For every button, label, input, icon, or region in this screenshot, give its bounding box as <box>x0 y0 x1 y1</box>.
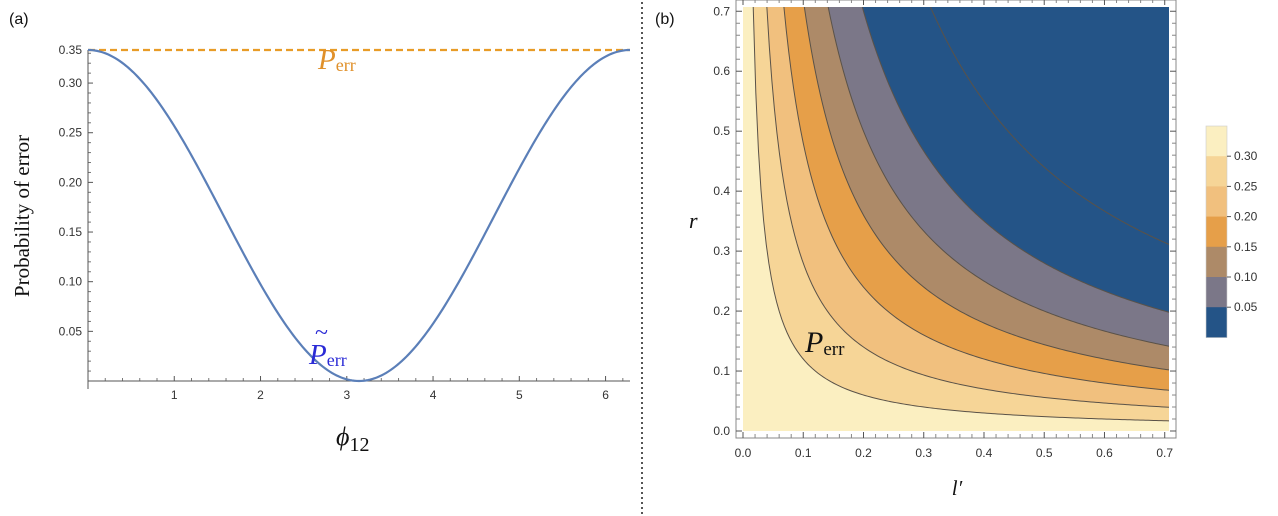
chart-b-legend-swatch <box>1206 246 1227 278</box>
chart-a-annotation-perr-tilde-sub: err <box>327 350 347 370</box>
chart-a-ytick-label: 0.15 <box>59 225 83 239</box>
chart-b-frame <box>735 0 1177 439</box>
chart-b-legend-swatch <box>1206 126 1227 157</box>
chart-b-xtick-label: 0.1 <box>795 446 812 460</box>
chart-a-ytick-label: 0.20 <box>59 175 83 189</box>
chart-a-ylabel: Probability of error <box>10 135 34 297</box>
chart-a-annotation-perr: Perr <box>317 44 356 76</box>
chart-b-legend-swatch <box>1206 186 1227 218</box>
chart-a-annotation-perr-tilde: Perr <box>308 339 347 371</box>
chart-b-annotation-perr: Perr <box>804 326 845 360</box>
chart-b-legend-label: 0.05 <box>1234 300 1258 314</box>
chart-b-xtick-label: 0.2 <box>855 446 872 460</box>
chart-b-annotation-perr-main: P <box>804 326 823 359</box>
chart-b-ytick-label: 0.4 <box>713 184 730 198</box>
chart-b: 0.0 0.1 0.2 0.3 0.4 0.5 0.6 0.7 0.0 0.1 0.2 0.3 0.4 0… <box>689 0 1258 500</box>
panel-a-label: (a) <box>9 11 29 28</box>
chart-b-legend-label: 0.30 <box>1234 149 1258 163</box>
chart-b-legend-label: 0.20 <box>1234 210 1258 224</box>
chart-b-ytick-label: 0.2 <box>713 304 730 318</box>
chart-a-curve <box>87 48 631 383</box>
chart-a-xtick-label: 4 <box>430 388 437 402</box>
chart-a-xtick-label: 1 <box>171 388 178 402</box>
panel-b-label: (b) <box>655 11 675 28</box>
chart-b-legend-label: 0.10 <box>1234 270 1258 284</box>
chart-a-xtick-label: 3 <box>343 388 350 402</box>
chart-a-ytick-label: 0.35 <box>59 43 83 57</box>
chart-b-contour-line <box>827 7 1169 347</box>
chart-a-xtick-label: 6 <box>602 388 609 402</box>
chart-b-ylabel: r <box>689 208 698 233</box>
chart-b-xtick-label: 0.4 <box>976 446 993 460</box>
chart-a-xtick-label: 5 <box>516 388 523 402</box>
chart-a-ytick-label: 0.30 <box>59 76 83 90</box>
chart-b-legend: 0.30 0.25 0.20 0.15 0.10 0.05 <box>1205 125 1258 338</box>
chart-a-ytick-label: 0.05 <box>59 324 83 338</box>
chart-b-legend-frame <box>1205 125 1228 338</box>
chart-a-annotation-perr-tilde-mark: ~ <box>315 320 328 346</box>
chart-a-annotation-perr-main: P <box>317 44 336 76</box>
chart-b-ytick-label: 0.6 <box>713 64 730 78</box>
chart-b-xtick-label: 0.6 <box>1096 446 1113 460</box>
chart-a-annotation-perr-sub: err <box>336 55 356 75</box>
chart-b-contour-line <box>766 7 1169 408</box>
chart-a-ytick-label: 0.10 <box>59 275 83 289</box>
chart-b-ytick-label: 0.1 <box>713 364 730 378</box>
chart-b-band <box>930 7 1169 245</box>
chart-a-xlabel: ϕ12 <box>336 422 369 456</box>
chart-b-ytick-label: 0.5 <box>713 124 730 138</box>
chart-b-xlabel: l′ <box>952 476 963 500</box>
chart-a-xtick-label: 2 <box>257 388 264 402</box>
chart-b-legend-label: 0.15 <box>1234 240 1258 254</box>
chart-b-legend-swatch <box>1206 156 1227 187</box>
chart-a-ytick-label: 0.25 <box>59 126 83 140</box>
chart-a-xlabel-main: ϕ <box>336 422 349 451</box>
chart-b-xtick-label: 0.5 <box>1036 446 1053 460</box>
chart-b-ytick-label: 0.3 <box>713 244 730 258</box>
chart-b-xtick-label: 0.0 <box>735 446 752 460</box>
chart-a-annotation-perr-tilde-main: P <box>308 339 327 371</box>
chart-b-contour-line <box>783 7 1169 391</box>
chart-b-ytick-label: 0.7 <box>713 4 730 18</box>
chart-b-contour-line <box>752 7 1169 422</box>
chart-b-xtick-label: 0.7 <box>1156 446 1173 460</box>
chart-b-legend-label: 0.25 <box>1234 179 1258 193</box>
chart-b-contour-line <box>929 7 1169 245</box>
chart-a-xlabel-sub: 12 <box>349 434 369 456</box>
chart-b-annotation-perr-sub: err <box>823 339 845 360</box>
chart-b-legend-swatch <box>1206 307 1227 338</box>
chart-b-xtick-label: 0.3 <box>915 446 932 460</box>
chart-b-legend-swatch <box>1206 277 1227 308</box>
chart-b-contour-line <box>861 7 1169 313</box>
chart-b-contour-line <box>803 7 1169 371</box>
chart-b-legend-swatch <box>1206 216 1227 248</box>
chart-b-ytick-label: 0.0 <box>713 424 730 438</box>
